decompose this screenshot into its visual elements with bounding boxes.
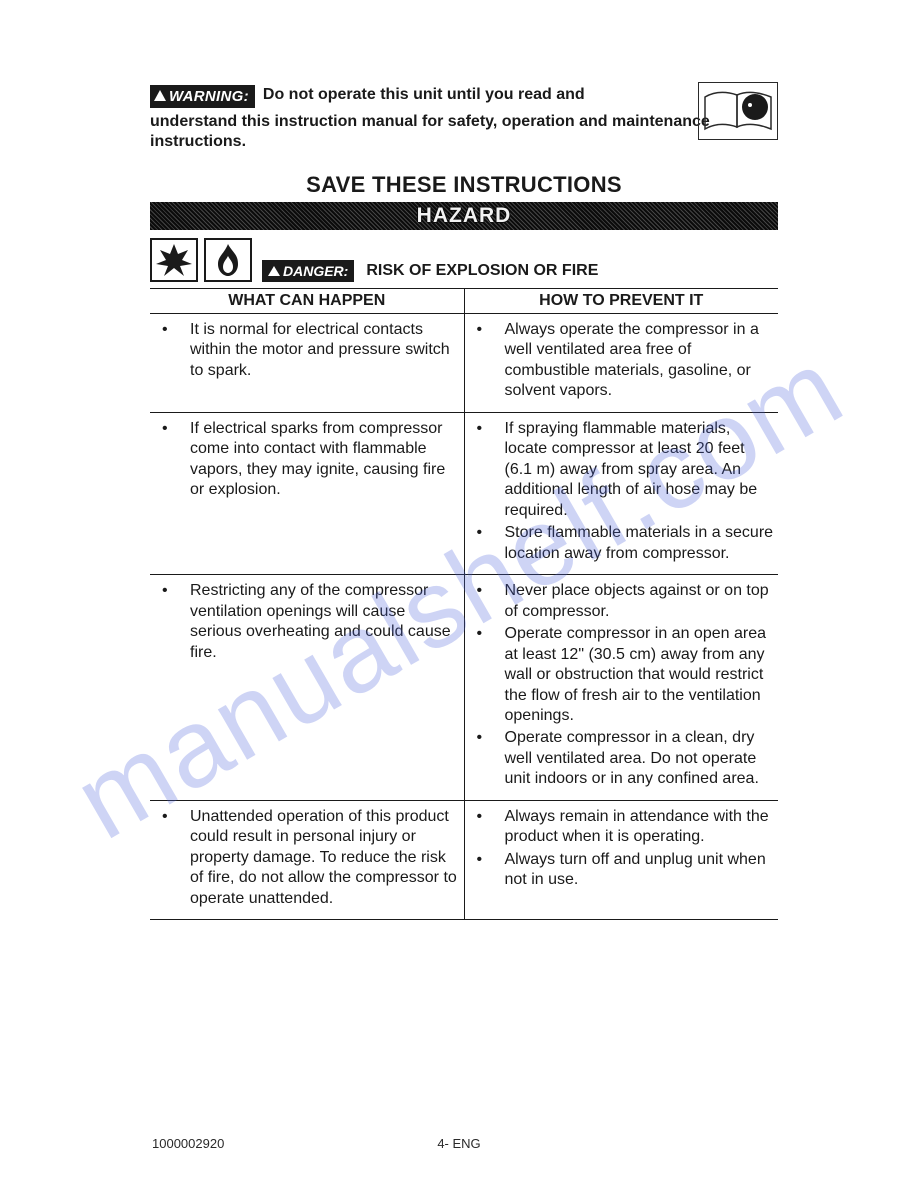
- danger-triangle-icon: [268, 266, 280, 276]
- manual-page: WARNING: Do not operate this unit until …: [0, 0, 918, 920]
- doc-number: 1000002920: [152, 1136, 224, 1151]
- fire-icon: [204, 238, 252, 282]
- prevent-item: If spraying flammable materials, locate …: [469, 419, 775, 521]
- danger-badge: DANGER:: [262, 260, 354, 282]
- warning-triangle-icon: [154, 90, 166, 101]
- hazard-table: WHAT CAN HAPPEN HOW TO PREVENT IT It is …: [150, 288, 778, 920]
- page-number: 4- ENG: [437, 1136, 480, 1151]
- table-row: Unattended operation of this product cou…: [150, 800, 778, 919]
- warning-row: WARNING: Do not operate this unit until …: [150, 85, 778, 108]
- table-row: Restricting any of the compressor ventil…: [150, 575, 778, 801]
- prevent-item: Always remain in attendance with the pro…: [469, 807, 775, 848]
- col-header-prevent: HOW TO PREVENT IT: [464, 289, 778, 314]
- prevent-item: Never place objects against or on top of…: [469, 581, 775, 622]
- hazard-item: It is normal for electrical contacts wit…: [154, 320, 460, 381]
- danger-row: DANGER: RISK OF EXPLOSION OR FIRE: [150, 238, 778, 282]
- manual-icon: [698, 82, 778, 140]
- hazard-bar: HAZARD: [150, 202, 778, 230]
- save-heading: SAVE THESE INSTRUCTIONS: [150, 172, 778, 198]
- warning-badge: WARNING:: [150, 85, 255, 108]
- warning-text-line2: understand this instruction manual for s…: [150, 112, 778, 152]
- risk-label: RISK OF EXPLOSION OR FIRE: [366, 262, 598, 282]
- warning-badge-text: WARNING:: [169, 88, 249, 105]
- danger-badge-text: DANGER:: [283, 263, 348, 279]
- prevent-item: Store flammable materials in a secure lo…: [469, 523, 775, 564]
- hazard-item: If electrical sparks from compressor com…: [154, 419, 460, 501]
- table-row: If electrical sparks from compressor com…: [150, 412, 778, 574]
- hazard-item: Unattended operation of this product cou…: [154, 807, 460, 909]
- prevent-item: Operate compressor in a clean, dry well …: [469, 728, 775, 789]
- table-row: It is normal for electrical contacts wit…: [150, 314, 778, 413]
- explosion-icon: [150, 238, 198, 282]
- prevent-item: Operate compressor in an open area at le…: [469, 624, 775, 726]
- col-header-what: WHAT CAN HAPPEN: [150, 289, 464, 314]
- prevent-item: Always turn off and unplug unit when not…: [469, 850, 775, 891]
- prevent-item: Always operate the compressor in a well …: [469, 320, 775, 402]
- hazard-item: Restricting any of the compressor ventil…: [154, 581, 460, 663]
